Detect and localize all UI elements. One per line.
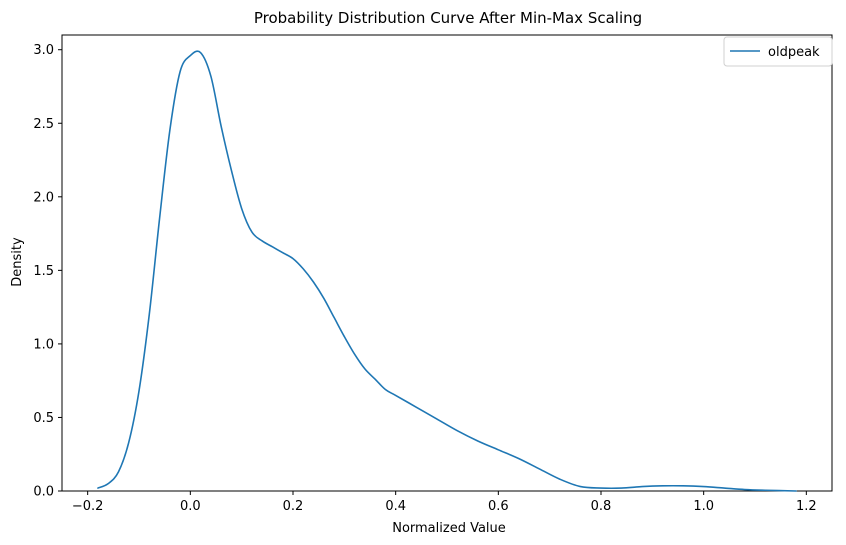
legend-frame xyxy=(723,36,833,67)
x-tick-label: 0.0 xyxy=(180,499,201,514)
y-tick-label: 2.5 xyxy=(33,117,54,132)
y-tick-label: 0.5 xyxy=(33,411,54,426)
x-axis: −0.2 0.0 0.2 0.4 0.6 0.8 1.0 1.2 xyxy=(72,491,817,514)
series-line-oldpeak xyxy=(97,50,797,492)
plot-area xyxy=(61,34,833,492)
x-axis-label: Normalized Value xyxy=(392,521,506,536)
x-tick-label: 1.0 xyxy=(693,499,714,514)
y-axis-label: Density xyxy=(10,237,25,287)
y-axis: 0.0 0.5 1.0 1.5 2.0 2.5 3.0 xyxy=(33,43,62,500)
y-tick-label: 0.0 xyxy=(33,485,54,500)
x-tick-label: 0.8 xyxy=(591,499,612,514)
chart-title: Probability Distribution Curve After Min… xyxy=(254,9,642,27)
y-tick-label: 1.5 xyxy=(33,264,54,279)
x-tick-label: 0.6 xyxy=(488,499,509,514)
plot-frame xyxy=(61,34,833,492)
y-tick-label: 1.0 xyxy=(33,337,54,352)
legend: oldpeak xyxy=(723,36,833,67)
legend-label-oldpeak: oldpeak xyxy=(768,45,820,60)
x-tick-label: 0.4 xyxy=(385,499,406,514)
x-tick-label: −0.2 xyxy=(72,499,104,514)
y-tick-label: 2.0 xyxy=(33,190,54,205)
x-tick-label: 1.2 xyxy=(796,499,817,514)
x-tick-label: 0.2 xyxy=(283,499,304,514)
y-tick-label: 3.0 xyxy=(33,43,54,58)
